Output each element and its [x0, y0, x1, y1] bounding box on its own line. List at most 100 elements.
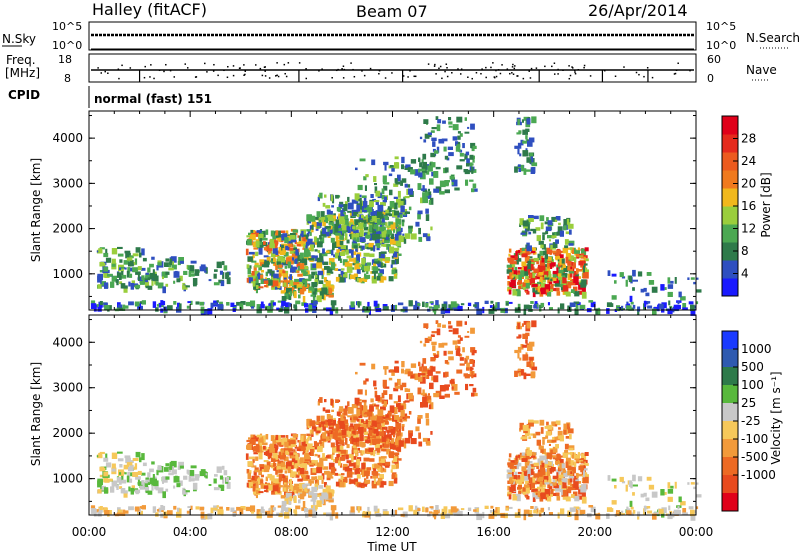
echo-cell	[322, 453, 325, 459]
echo-cell	[346, 444, 350, 449]
echo-cell	[546, 266, 551, 272]
echo-cell	[147, 285, 153, 290]
echo-cell	[544, 462, 548, 468]
echo-cell	[547, 290, 552, 297]
echo-cell	[329, 465, 332, 469]
echo-cell	[302, 491, 307, 496]
echo-cell	[384, 163, 387, 171]
echo-cell	[515, 493, 520, 496]
echo-cell	[312, 296, 316, 301]
echo-cell	[637, 271, 643, 277]
echo-cell	[509, 282, 512, 288]
nave-dot	[391, 72, 393, 74]
nave-dot	[223, 69, 225, 72]
echo-cell	[569, 478, 573, 483]
echo-cell	[524, 255, 530, 262]
echo-cell	[220, 485, 225, 491]
echo-cell	[290, 439, 296, 445]
echo-cell	[351, 404, 356, 409]
echo-cell	[396, 240, 399, 243]
nave-dot	[143, 76, 146, 79]
echo-cell	[509, 477, 513, 484]
nave-dot	[492, 62, 494, 64]
echo-cell	[380, 456, 387, 459]
echo-cell	[519, 357, 522, 361]
echo-cell	[391, 269, 396, 275]
echo-cell	[390, 442, 396, 450]
echo-cell	[99, 451, 105, 455]
echo-cell	[255, 456, 259, 461]
echo-cell	[225, 477, 230, 482]
echo-cell	[520, 139, 524, 146]
echo-cell	[314, 493, 318, 497]
echo-cell	[538, 473, 544, 480]
echo-cell	[464, 169, 470, 175]
echo-cell	[327, 432, 330, 439]
echo-cell	[581, 484, 587, 492]
echo-cell	[258, 274, 264, 280]
echo-cell	[408, 225, 413, 229]
echo-cell	[373, 221, 377, 227]
echo-cell	[269, 448, 275, 453]
echo-cell	[288, 237, 291, 243]
power-colorbar-swatch	[722, 134, 738, 153]
echo-cell	[339, 258, 343, 263]
echo-cell	[542, 488, 545, 493]
echo-cell	[233, 510, 237, 513]
echo-cell	[152, 301, 157, 308]
echo-cell	[517, 249, 521, 254]
echo-cell	[328, 426, 334, 430]
echo-cell	[294, 511, 298, 516]
echo-cell	[570, 483, 576, 491]
power-colorbar-tick-label: 20	[741, 177, 756, 191]
echo-cell	[302, 247, 306, 250]
echo-cell	[521, 323, 524, 327]
nave-dot	[675, 69, 678, 71]
echo-cell	[255, 287, 258, 294]
echo-cell	[384, 182, 390, 185]
echo-cell	[268, 454, 272, 459]
echo-cell	[548, 443, 551, 446]
echo-cell	[131, 280, 135, 284]
echo-cell	[223, 470, 228, 476]
echo-cell	[395, 224, 398, 227]
echo-cell	[457, 335, 461, 338]
echo-cell	[311, 242, 315, 246]
echo-cell	[403, 237, 407, 244]
echo-cell	[251, 230, 256, 236]
echo-cell	[316, 426, 322, 433]
echo-cell	[213, 273, 217, 279]
echo-cell	[511, 274, 517, 277]
echo-cell	[251, 465, 257, 468]
echo-cell	[668, 300, 671, 306]
echo-cell	[258, 247, 263, 255]
echo-cell	[270, 505, 275, 512]
echo-cell	[263, 260, 270, 268]
echo-cell	[339, 251, 346, 256]
echo-cell	[433, 375, 439, 383]
echo-cell	[361, 206, 365, 212]
echo-cell	[96, 304, 99, 308]
echo-cell	[433, 305, 439, 311]
echo-cell	[362, 268, 366, 273]
echo-cell	[695, 494, 702, 498]
echo-cell	[516, 261, 519, 265]
echo-cell	[369, 201, 374, 208]
echo-cell	[456, 348, 461, 352]
echo-cell	[288, 448, 293, 452]
echo-cell	[303, 483, 310, 486]
echo-cell	[514, 266, 518, 273]
echo-cell	[444, 371, 449, 377]
echo-cell	[417, 183, 422, 190]
echo-cell	[527, 362, 532, 367]
echo-cell	[597, 512, 600, 520]
echo-cell	[356, 226, 359, 231]
echo-cell	[554, 436, 558, 441]
nave-dot	[557, 68, 559, 71]
echo-cell	[309, 436, 312, 441]
echo-cell	[379, 234, 382, 238]
echo-cell	[103, 471, 109, 477]
echo-cell	[682, 303, 687, 309]
echo-cell	[670, 485, 674, 489]
echo-cell	[398, 440, 405, 447]
